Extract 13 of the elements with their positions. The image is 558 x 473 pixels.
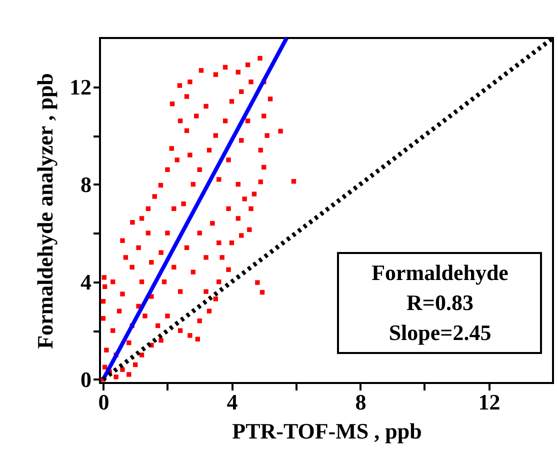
x-tick-label: 0: [98, 390, 110, 414]
y-tick-label: 12: [70, 74, 92, 100]
y-tick-label: 4: [80, 269, 92, 294]
annotation: R=0.83: [406, 290, 474, 315]
y-tick-label: 0: [80, 366, 92, 392]
annotation: Slope=2.45: [388, 320, 492, 345]
x-tick-label: 8: [355, 390, 366, 414]
y-axis-title: Formaldehyde analyzer , ppb: [32, 73, 58, 349]
x-axis-title: PTR-TOF-MS , ppb: [232, 418, 422, 444]
x-tick-label: 12: [478, 390, 500, 414]
x-tick-label: 4: [226, 390, 238, 414]
annotation: Formaldehyde: [372, 260, 509, 285]
y-tick-label: 8: [80, 172, 92, 197]
